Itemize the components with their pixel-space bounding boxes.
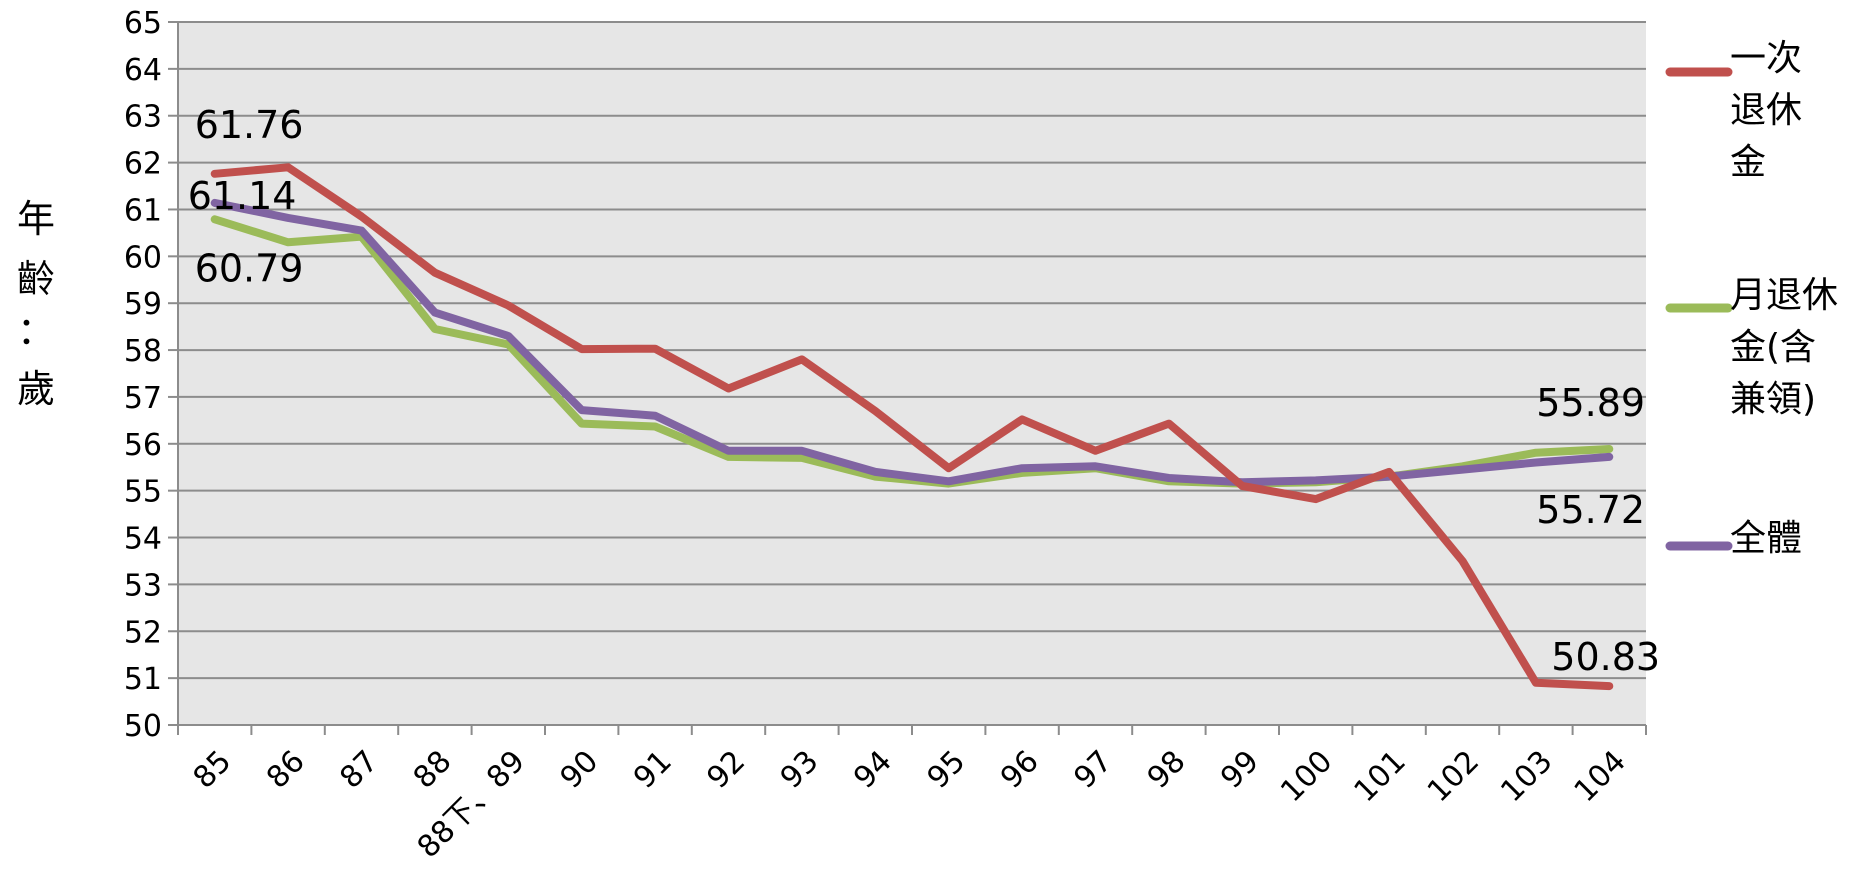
legend-label: 兼領) [1730,379,1816,420]
x-tick-label: 88 [407,744,459,796]
y-tick-label: 65 [124,6,162,41]
y-axis-label-char: 歲 [17,367,55,411]
legend-item-2: 全體 [1665,518,1802,559]
data-label: 55.89 [1536,381,1645,425]
plot-area [178,22,1646,725]
y-tick-label: 57 [124,381,162,416]
y-tick-label: 62 [124,147,162,182]
y-tick-label: 59 [124,287,162,322]
y-tick-label: 53 [124,568,162,603]
data-label: 61.14 [188,174,297,218]
series-line-0 [210,163,1614,691]
y-axis-label-char: 年 [17,197,55,241]
x-tick-label: 87 [333,744,385,796]
y-tick-label: 54 [124,522,162,557]
y-axis-label-char: 齡 [17,257,55,301]
y-tick-label: 55 [124,475,162,510]
y-tick-label: 56 [124,428,162,463]
x-tick-label: 97 [1067,744,1119,796]
y-tick-label: 64 [124,53,162,88]
x-tick-label: 95 [921,744,973,796]
x-tick-label: 90 [554,744,606,796]
x-tick-label: 98 [1141,744,1193,796]
y-tick-label: 51 [124,662,162,697]
legend-label: 退休 [1730,90,1802,131]
y-tick-label: 63 [124,100,162,135]
x-tick-label: 92 [700,744,752,796]
x-tick-label: 94 [847,744,899,796]
x-tick-label: 99 [1214,744,1266,796]
x-tick-label: 104 [1568,744,1633,809]
x-tick-label: 103 [1494,744,1559,809]
y-axis-label-char: ： [17,309,55,353]
data-label: 61.76 [195,103,304,147]
legend-label: 一次 [1730,38,1802,79]
legend-label: 全體 [1730,518,1802,559]
y-tick-label: 60 [124,240,162,275]
x-tick-label: 85 [187,744,239,796]
y-tick-label: 61 [124,193,162,228]
data-label: 55.72 [1536,488,1645,532]
data-label: 50.83 [1551,635,1660,679]
legend-label: 金(含 [1730,327,1816,368]
data-label: 60.79 [195,246,304,290]
x-tick-label: 86 [260,744,312,796]
y-tick-label: 52 [124,615,162,650]
x-tick-label: 102 [1421,744,1486,809]
legend-label: 金 [1730,142,1766,183]
x-tick-label: 101 [1348,744,1413,809]
x-tick-label: 100 [1274,744,1339,809]
x-tick-label: 91 [627,744,679,796]
x-tick-label: 93 [774,744,826,796]
y-tick-label: 50 [124,709,162,744]
y-tick-label: 58 [124,334,162,369]
legend-label: 月退休 [1730,275,1838,316]
x-tick-label: 96 [994,744,1046,796]
